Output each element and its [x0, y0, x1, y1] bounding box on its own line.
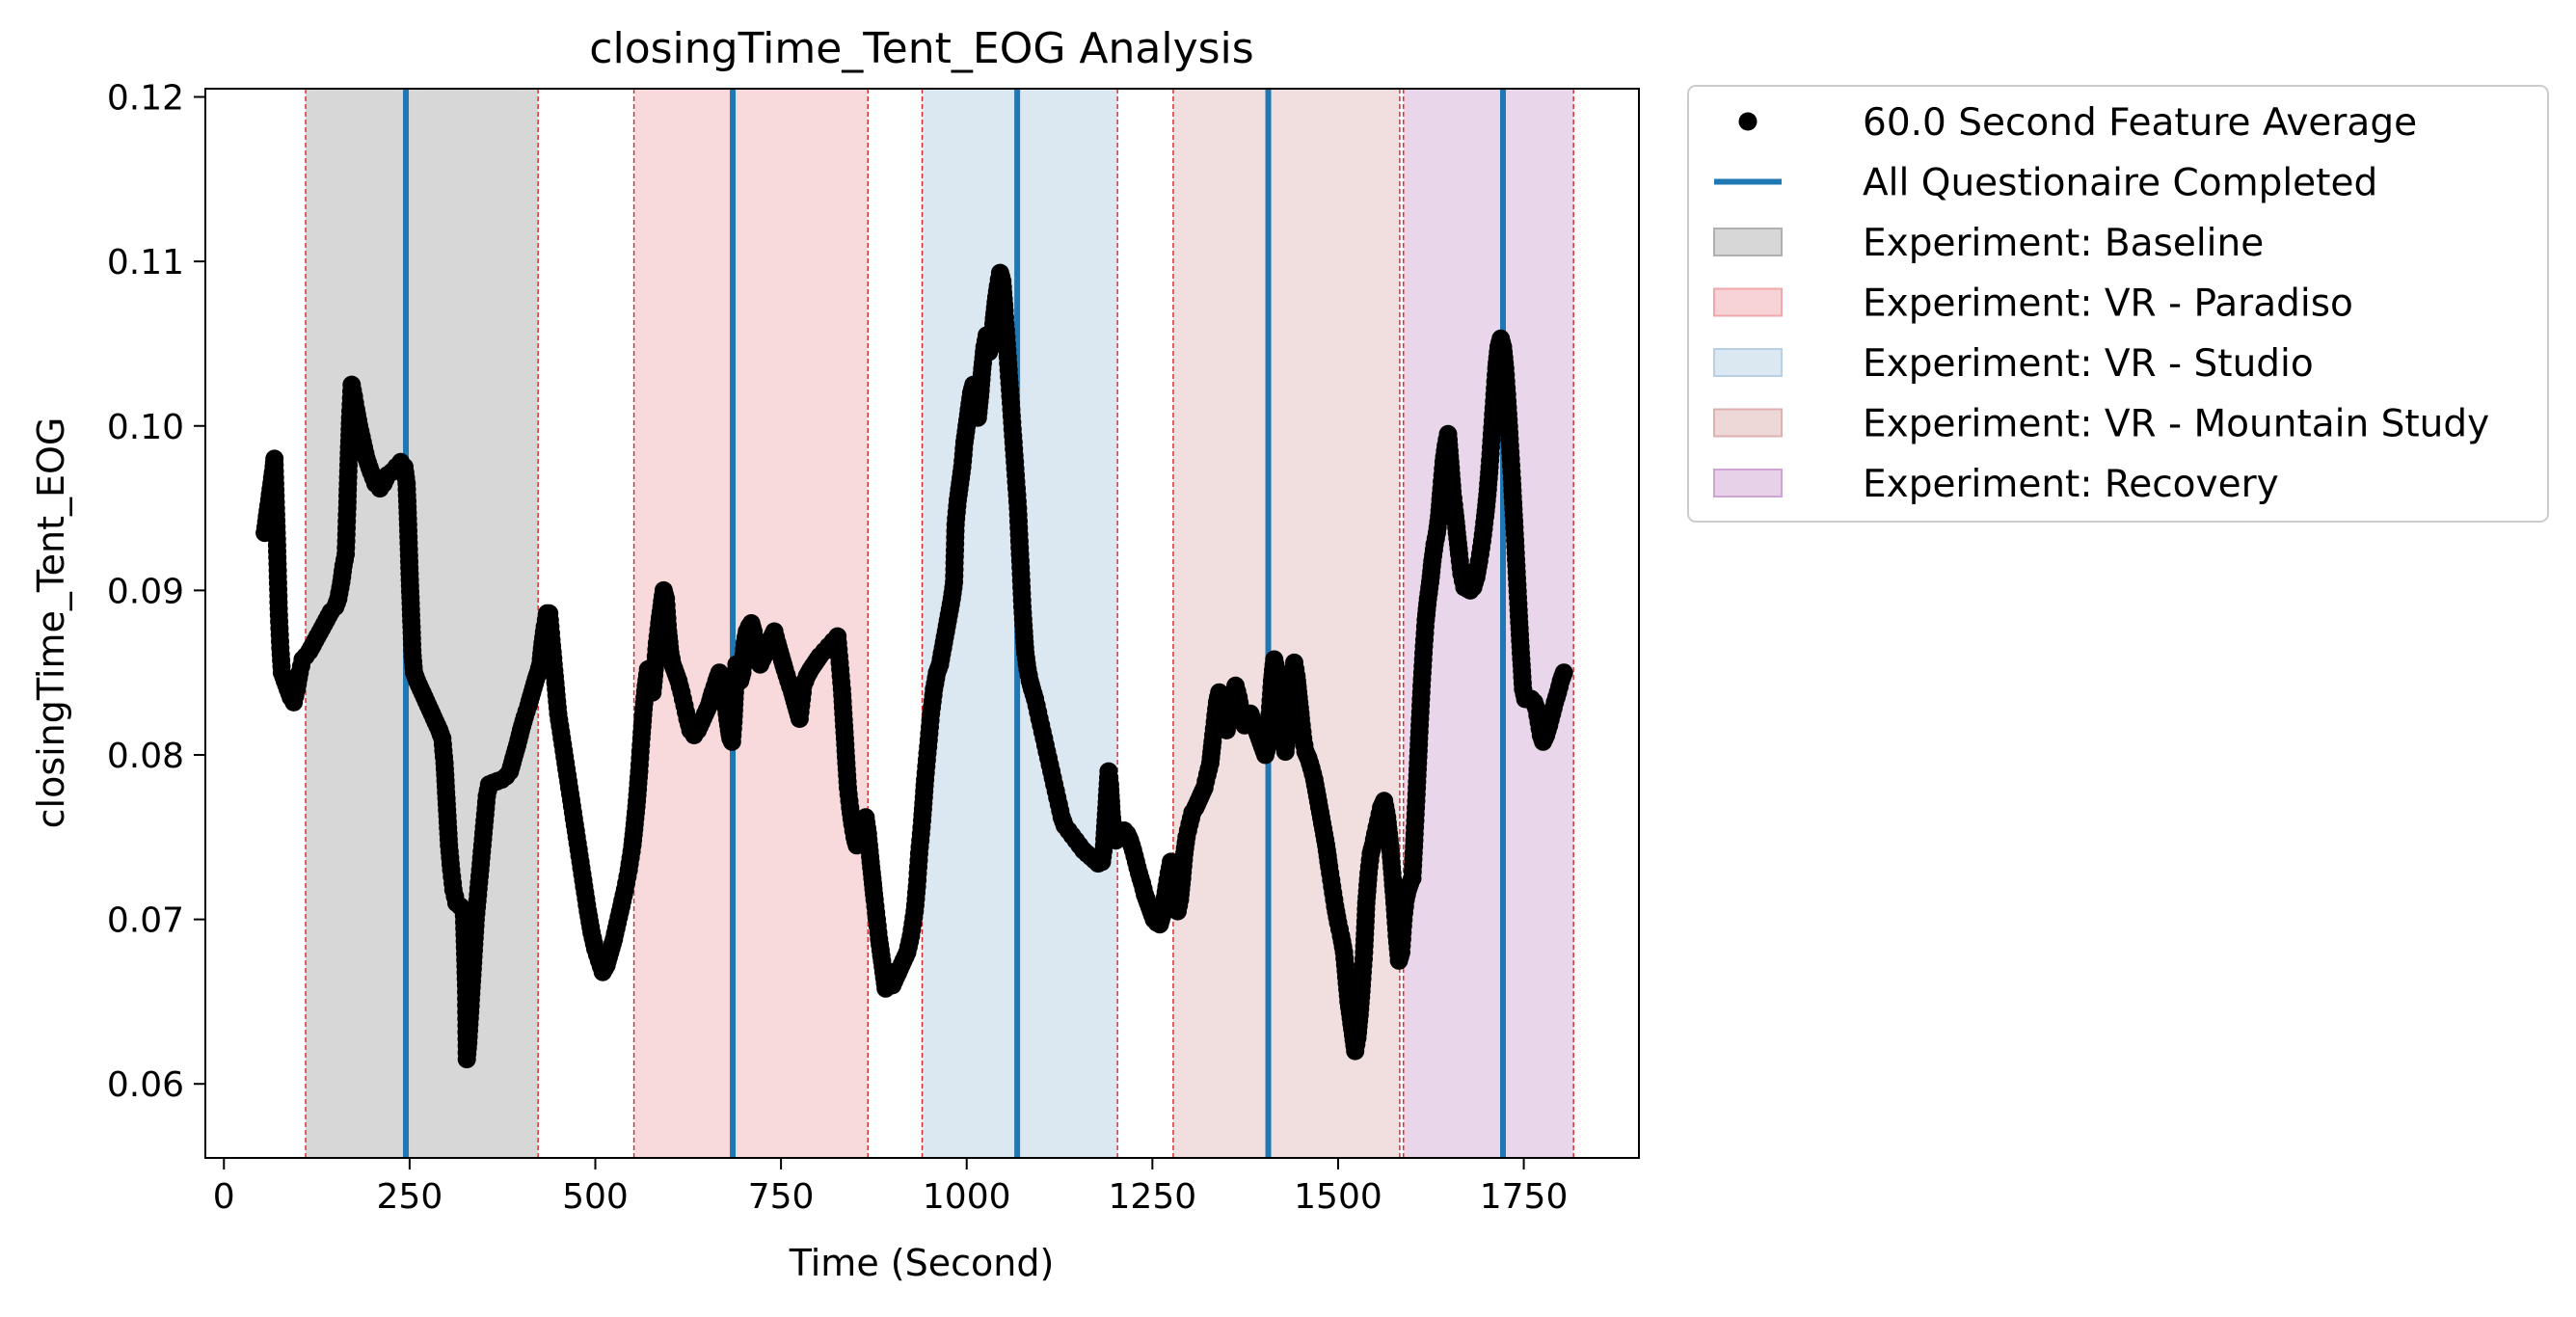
x-tick-label-5: 1250	[1109, 1177, 1197, 1217]
y-tick-label-2: 0.08	[107, 737, 184, 776]
legend-label-4: Experiment: VR - Studio	[1863, 342, 2314, 386]
y-tick-label-6: 0.12	[107, 79, 184, 119]
y-tick-label-5: 0.11	[107, 243, 184, 282]
legend-items: 60.0 Second Feature Average All Questiona…	[1713, 101, 2489, 506]
data-points	[255, 263, 1573, 1069]
phase-span-0	[306, 89, 539, 1158]
legend-swatch-3	[1713, 287, 1783, 317]
x-axis-label: Time (Second)	[789, 1242, 1055, 1284]
x-tick-label-7: 1750	[1480, 1177, 1569, 1217]
y-axis-ticks: 0.06 0.07 0.08 0.09 0.10 0.11 0.12	[107, 79, 205, 1105]
x-tick-label-1: 250	[377, 1177, 443, 1217]
x-tick-label-2: 500	[562, 1177, 629, 1217]
legend-swatch-6	[1713, 469, 1783, 497]
y-tick-label-3: 0.09	[107, 572, 184, 611]
legend-frame	[1687, 85, 2549, 523]
legend-label-5: Experiment: VR - Mountain Study	[1863, 403, 2489, 446]
x-tick-label-4: 1000	[923, 1177, 1011, 1217]
legend: 60.0 Second Feature Average All Questiona…	[1687, 85, 2549, 523]
legend-swatch-4	[1713, 348, 1783, 377]
legend-marker-0	[1738, 112, 1758, 131]
x-axis-ticks: 0 250 500 750 1000 1250 1500 1750	[213, 1158, 1569, 1217]
y-tick-label-4: 0.10	[107, 408, 184, 447]
axes-frame	[204, 88, 1640, 1159]
legend-label-6: Experiment: Recovery	[1863, 463, 2279, 506]
legend-label-3: Experiment: VR - Paradiso	[1863, 282, 2353, 326]
legend-label-2: Experiment: Baseline	[1863, 222, 2264, 265]
plot-area	[255, 89, 1574, 1158]
legend-label-0: 60.0 Second Feature Average	[1863, 101, 2417, 145]
legend-swatch-2	[1713, 228, 1783, 256]
chart-title: closingTime_Tent_EOG Analysis	[589, 24, 1253, 73]
y-axis-label: closingTime_Tent_EOG	[30, 417, 72, 829]
x-tick-label-0: 0	[213, 1177, 235, 1217]
x-tick-label-3: 750	[748, 1177, 815, 1217]
legend-label-1: All Questionaire Completed	[1863, 162, 2377, 205]
y-tick-label-0: 0.06	[107, 1065, 184, 1105]
data-point-1483	[1554, 663, 1573, 683]
legend-swatch-5	[1713, 408, 1783, 438]
y-tick-label-1: 0.07	[107, 901, 184, 941]
x-tick-label-6: 1500	[1294, 1177, 1382, 1217]
